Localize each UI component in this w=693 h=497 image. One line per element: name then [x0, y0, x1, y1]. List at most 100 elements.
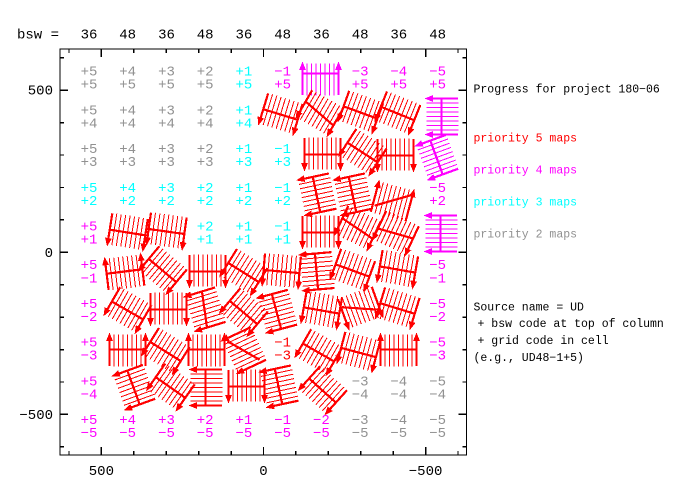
svg-text:−3: −3 [274, 349, 291, 365]
svg-text:+5: +5 [119, 78, 136, 94]
svg-text:−3: −3 [352, 413, 369, 429]
svg-text:+1: +1 [235, 142, 252, 158]
svg-text:−1: −1 [274, 336, 291, 352]
svg-text:+3: +3 [158, 155, 175, 171]
svg-text:−1: −1 [274, 220, 291, 236]
svg-text:−1: −1 [274, 413, 291, 429]
svg-text:+5: +5 [81, 258, 98, 274]
svg-text:−5: −5 [274, 426, 291, 442]
svg-text:36: 36 [235, 27, 252, 43]
svg-text:+1: +1 [235, 103, 252, 119]
svg-text:−4: −4 [390, 65, 407, 81]
svg-text:−4: −4 [81, 388, 98, 404]
svg-text:−2: −2 [313, 413, 330, 429]
svg-text:36: 36 [390, 27, 407, 43]
svg-text:36: 36 [158, 27, 175, 43]
svg-text:500: 500 [28, 84, 53, 100]
svg-text:+4: +4 [119, 142, 136, 158]
svg-text:+4: +4 [119, 65, 136, 81]
svg-text:+4: +4 [119, 103, 136, 119]
svg-text:48: 48 [197, 27, 214, 43]
svg-text:priority 3 maps: priority 3 maps [474, 196, 578, 209]
svg-text:+1: +1 [235, 233, 252, 249]
svg-text:+5: +5 [81, 297, 98, 313]
svg-text:+2: +2 [429, 194, 446, 210]
svg-text:36: 36 [313, 27, 330, 43]
svg-text:+2: +2 [235, 194, 252, 210]
svg-text:−4: −4 [390, 374, 407, 390]
svg-text:−5: −5 [429, 336, 446, 352]
svg-text:−1: −1 [81, 271, 98, 287]
svg-text:+5: +5 [81, 374, 98, 390]
svg-text:+5: +5 [352, 78, 369, 94]
svg-text:−5: −5 [390, 426, 407, 442]
svg-text:−5: −5 [429, 297, 446, 313]
svg-text:−1: −1 [274, 142, 291, 158]
svg-text:+4: +4 [235, 116, 252, 132]
svg-text:48: 48 [119, 27, 136, 43]
svg-text:+3: +3 [81, 155, 98, 171]
svg-text:+3: +3 [158, 413, 175, 429]
svg-text:(e.g., UD48−1+5): (e.g., UD48−1+5) [474, 352, 584, 365]
svg-text:48: 48 [429, 27, 446, 43]
svg-text:+2: +2 [274, 194, 291, 210]
svg-text:+2: +2 [158, 194, 175, 210]
svg-text:+5: +5 [81, 181, 98, 197]
svg-text:+5: +5 [81, 65, 98, 81]
svg-text:0: 0 [45, 246, 53, 262]
svg-text:−4: −4 [352, 388, 369, 404]
svg-text:−500: −500 [409, 464, 443, 480]
svg-text:+ bsw code at top of column: + bsw code at top of column [478, 318, 664, 331]
svg-text:+2: +2 [197, 194, 214, 210]
svg-text:+5: +5 [81, 220, 98, 236]
svg-text:+5: +5 [274, 78, 291, 94]
svg-text:+5: +5 [81, 142, 98, 158]
svg-text:−5: −5 [429, 426, 446, 442]
svg-text:+3: +3 [158, 103, 175, 119]
svg-text:+1: +1 [274, 233, 291, 249]
svg-text:+2: +2 [197, 413, 214, 429]
svg-text:−5: −5 [235, 426, 252, 442]
svg-text:−5: −5 [429, 413, 446, 429]
svg-text:priority 4 maps: priority 4 maps [474, 164, 578, 177]
svg-text:−5: −5 [197, 426, 214, 442]
svg-text:+5: +5 [81, 78, 98, 94]
svg-text:+3: +3 [235, 155, 252, 171]
svg-text:500: 500 [89, 464, 114, 480]
svg-text:+2: +2 [197, 220, 214, 236]
svg-text:+3: +3 [158, 65, 175, 81]
svg-text:+5: +5 [390, 78, 407, 94]
svg-text:+5: +5 [81, 413, 98, 429]
svg-text:+2: +2 [197, 65, 214, 81]
svg-text:priority 5 maps: priority 5 maps [474, 132, 578, 145]
svg-text:+2: +2 [197, 181, 214, 197]
svg-text:+4: +4 [119, 413, 136, 429]
svg-text:−1: −1 [429, 271, 446, 287]
svg-text:+5: +5 [429, 78, 446, 94]
svg-text:priority 2 maps: priority 2 maps [474, 228, 578, 241]
svg-text:+5: +5 [235, 78, 252, 94]
svg-text:−500: −500 [19, 408, 53, 424]
svg-text:+2: +2 [197, 142, 214, 158]
svg-text:+5: +5 [81, 336, 98, 352]
svg-text:36: 36 [81, 27, 98, 43]
svg-text:48: 48 [352, 27, 369, 43]
svg-text:+4: +4 [81, 116, 98, 132]
svg-text:bsw =: bsw = [17, 27, 59, 43]
svg-text:Progress for project 180−06: Progress for project 180−06 [474, 83, 660, 96]
svg-text:−4: −4 [390, 388, 407, 404]
svg-text:+3: +3 [274, 155, 291, 171]
svg-text:−3: −3 [429, 349, 446, 365]
svg-text:−5: −5 [313, 426, 330, 442]
svg-text:−3: −3 [352, 374, 369, 390]
svg-text:+3: +3 [158, 181, 175, 197]
svg-text:48: 48 [274, 27, 291, 43]
svg-text:+3: +3 [158, 142, 175, 158]
svg-text:+4: +4 [119, 116, 136, 132]
svg-text:+1: +1 [235, 65, 252, 81]
svg-text:+ grid code in cell: + grid code in cell [478, 335, 609, 348]
svg-text:+2: +2 [119, 194, 136, 210]
svg-text:+5: +5 [197, 78, 214, 94]
svg-text:−5: −5 [429, 258, 446, 274]
svg-text:−5: −5 [158, 426, 175, 442]
